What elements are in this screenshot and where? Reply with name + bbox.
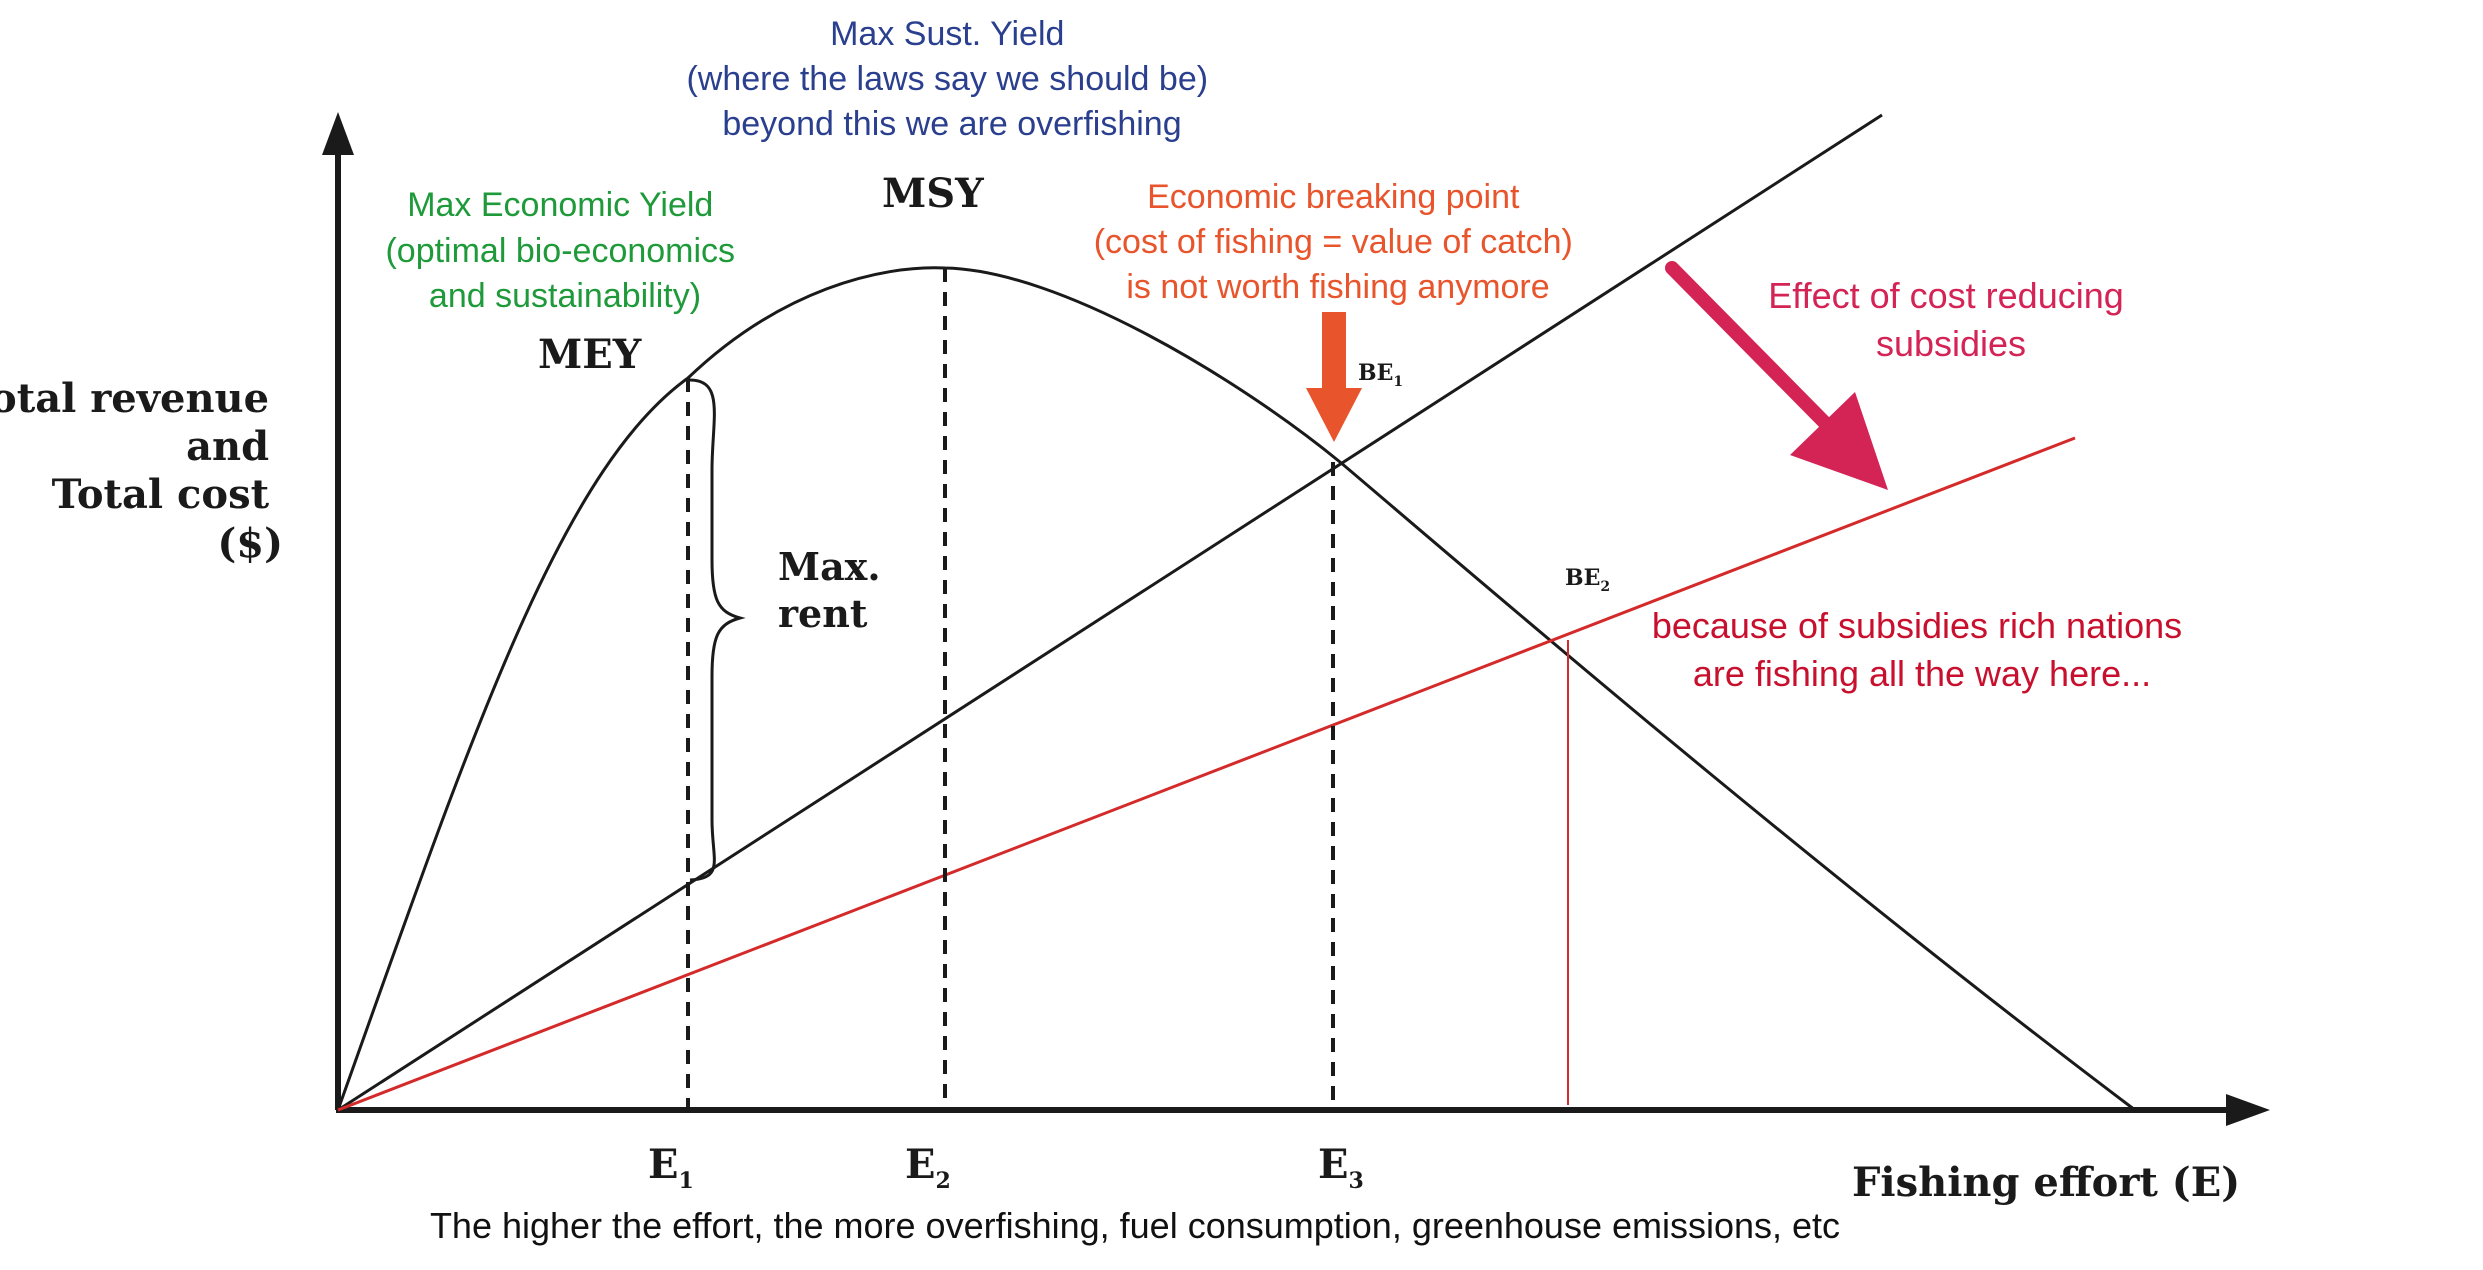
subsidy-effect-arrow xyxy=(1665,261,1888,490)
be2-main: BE xyxy=(1565,565,1600,591)
max-rent-line-2: rent xyxy=(778,591,868,636)
x-tick-e2: E2 xyxy=(905,1141,951,1194)
mey-ann-line-1: Max Economic Yield xyxy=(407,186,713,224)
mey-annotation: Max Economic Yield (optimal bio-economic… xyxy=(385,186,744,315)
subsidy-effect-line-1: Effect of cost reducing xyxy=(1768,275,2124,316)
total-revenue-curve xyxy=(336,266,2136,1112)
breaking-ann-line-2: (cost of fishing = value of catch) xyxy=(1094,223,1573,261)
msy-ann-line-2: (where the laws say we should be) xyxy=(686,60,1208,98)
x-axis-arrowhead xyxy=(2226,1094,2270,1126)
y-label-line-4: ($) xyxy=(217,520,283,567)
msy-label: MSY xyxy=(882,170,984,217)
e3-sub: 3 xyxy=(1349,1168,1364,1194)
x-axis-label: Fishing effort (E) xyxy=(1852,1159,2240,1206)
breaking-point-arrow xyxy=(1306,312,1362,442)
be1-main: BE xyxy=(1358,360,1393,386)
y-axis-label: Total revenue and Total cost ($) xyxy=(0,375,283,567)
x-tick-e3: E3 xyxy=(1318,1141,1364,1194)
y-label-line-1: Total revenue xyxy=(0,375,269,422)
breaking-ann-line-1: Economic breaking point xyxy=(1147,178,1520,216)
breaking-ann-line-3: is not worth fishing anymore xyxy=(1126,268,1549,306)
subsidy-effect-annotation: Effect of cost reducing subsidies xyxy=(1768,275,2134,364)
be2-label: BE2 xyxy=(1565,565,1610,595)
e2-sub: 2 xyxy=(936,1168,951,1194)
e1-main: E xyxy=(648,1141,679,1188)
subsidy-rich-annotation: because of subsidies rich nations are fi… xyxy=(1652,605,2192,694)
be1-label: BE1 xyxy=(1358,360,1403,390)
y-label-line-2: and xyxy=(186,423,269,470)
axes xyxy=(322,112,2270,1126)
msy-ann-line-1: Max Sust. Yield xyxy=(830,15,1064,53)
subsidy-effect-line-2: subsidies xyxy=(1876,323,2026,364)
x-tick-e1: E1 xyxy=(648,1141,694,1194)
subsidy-rich-line-1: because of subsidies rich nations xyxy=(1652,605,2182,646)
msy-annotation: Max Sust. Yield (where the laws say we s… xyxy=(686,15,1217,143)
subsidy-rich-line-2: are fishing all the way here... xyxy=(1693,653,2151,694)
y-label-line-3: Total cost xyxy=(52,471,270,518)
max-rent-line-1: Max. xyxy=(778,544,881,589)
total-cost-line xyxy=(337,113,1883,1112)
e3-main: E xyxy=(1318,1141,1349,1188)
footer-note: The higher the effort, the more overfish… xyxy=(430,1205,1840,1246)
max-rent-label: Max. rent xyxy=(778,544,894,636)
mey-ann-line-2: (optimal bio-economics xyxy=(385,232,735,270)
mey-ann-line-3: and sustainability) xyxy=(429,277,701,315)
e2-main: E xyxy=(905,1141,936,1188)
be2-sub: 2 xyxy=(1600,579,1610,595)
mey-label: MEY xyxy=(538,331,642,378)
breaking-point-annotation: Economic breaking point (cost of fishing… xyxy=(1094,178,1583,306)
y-axis-arrowhead xyxy=(322,112,354,155)
subsidized-cost-line xyxy=(337,436,2076,1112)
e1-sub: 1 xyxy=(679,1168,694,1194)
msy-ann-line-3: beyond this we are overfishing xyxy=(722,105,1181,143)
be1-sub: 1 xyxy=(1393,374,1403,390)
max-rent-brace xyxy=(689,378,746,882)
